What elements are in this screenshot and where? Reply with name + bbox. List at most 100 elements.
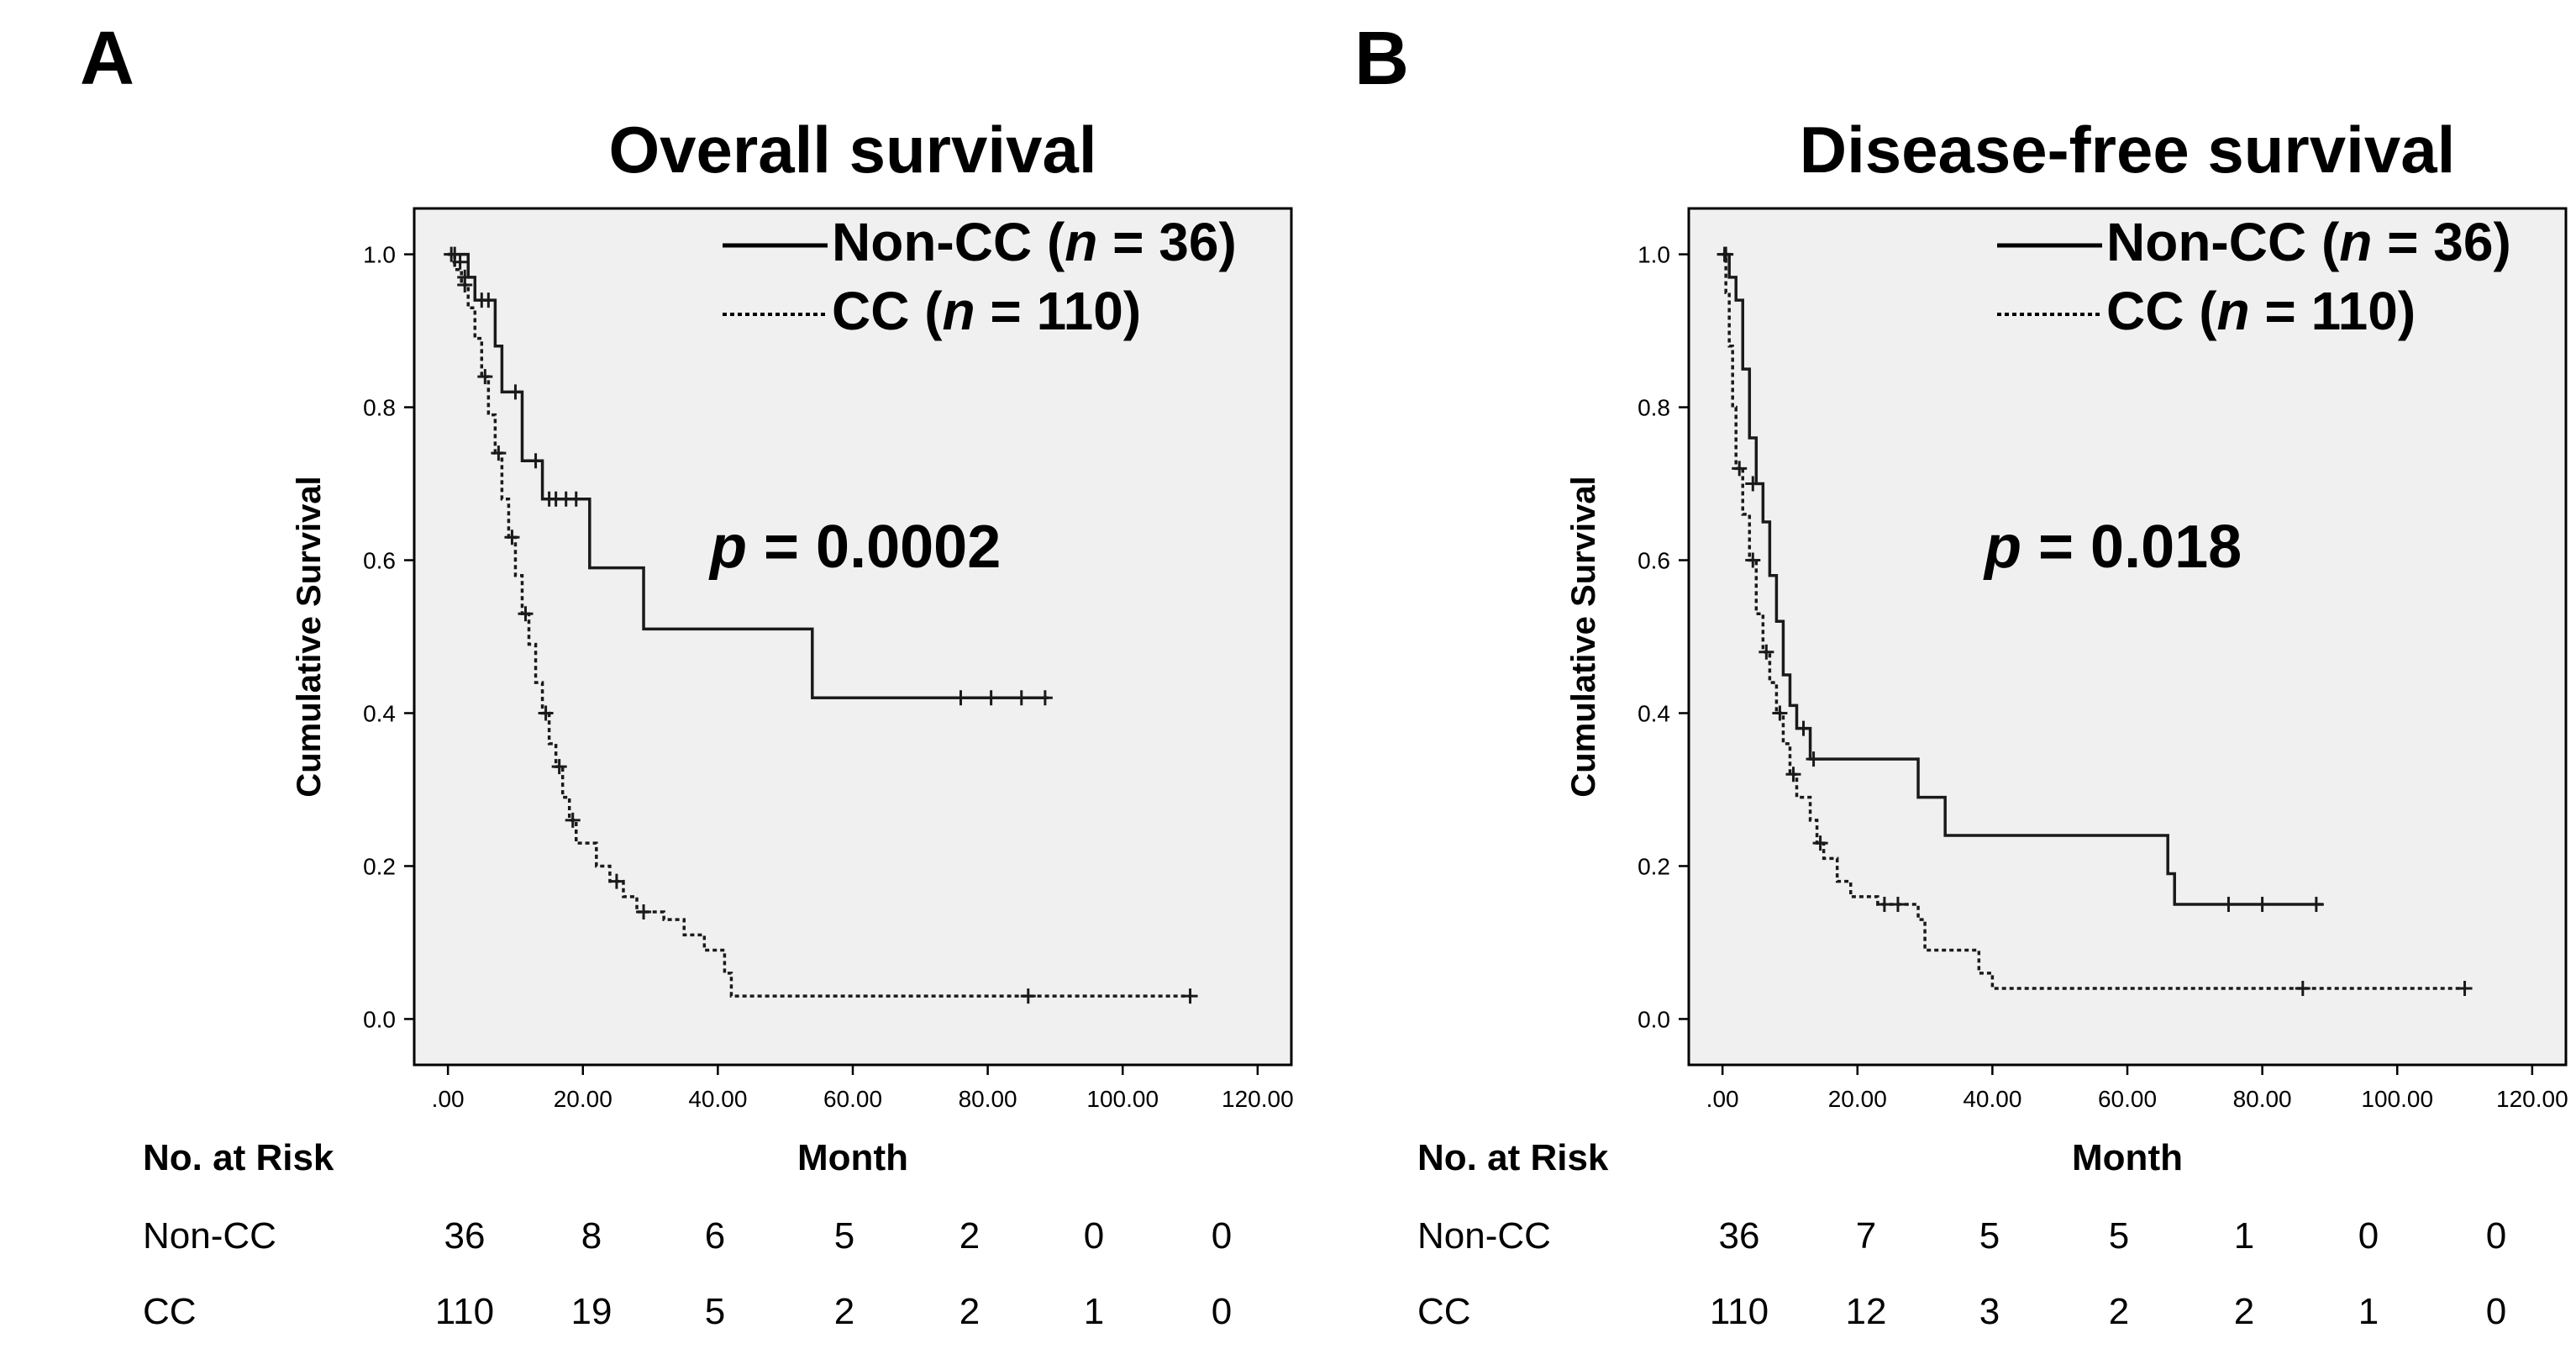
- legend-n-symbol: n: [1065, 212, 1097, 272]
- y-tick-label: 1.0: [1638, 242, 1670, 268]
- censor-mark: [636, 904, 652, 920]
- x-tick-label: 60.00: [823, 1086, 882, 1112]
- censor-mark: [2254, 896, 2270, 912]
- risk-count: 2: [2109, 1291, 2129, 1332]
- censor-mark: [477, 369, 493, 385]
- series-cc: [1716, 246, 2473, 997]
- survival-curve-non-cc: [448, 252, 1049, 700]
- censor-mark: [504, 529, 520, 545]
- p-value: p = 0.018: [1983, 514, 2242, 581]
- censor-mark: [565, 812, 581, 828]
- censor-mark: [452, 254, 468, 270]
- y-tick-label: 0.6: [363, 548, 396, 574]
- x-tick-label: 120.00: [1222, 1086, 1294, 1112]
- censor-mark: [1772, 705, 1788, 721]
- risk-count: 2: [834, 1291, 854, 1332]
- risk-count: 110: [435, 1291, 494, 1332]
- x-tick-label: 60.00: [2098, 1086, 2157, 1112]
- censor-mark: [2221, 896, 2237, 912]
- censor-mark: [1890, 896, 1906, 912]
- y-tick-label: 0.0: [363, 1006, 396, 1032]
- p-symbol: p: [708, 514, 747, 581]
- x-tick-label: 20.00: [1828, 1086, 1887, 1112]
- series-cc: [444, 246, 1198, 1004]
- risk-count: 0: [1212, 1215, 1232, 1257]
- risk-count: 19: [571, 1291, 612, 1332]
- risk-count: 5: [1979, 1215, 2000, 1257]
- risk-count: 0: [2486, 1215, 2506, 1257]
- y-tick-label: 1.0: [363, 242, 396, 268]
- x-tick-label: 20.00: [554, 1086, 612, 1112]
- x-tick-label: 40.00: [1963, 1086, 2021, 1112]
- legend-label-cc: CC (n = 110): [2106, 281, 2416, 341]
- x-tick-label: 80.00: [2233, 1086, 2292, 1112]
- censor-mark: [983, 690, 999, 706]
- survival-curve-non-cc: [1722, 252, 2323, 906]
- censor-mark: [1716, 246, 1732, 262]
- censor-mark: [1812, 835, 1828, 851]
- series-non-cc: [447, 246, 1053, 706]
- legend-label-cc: CC (n = 110): [832, 281, 1141, 341]
- p-text: = 0.0002: [747, 514, 1001, 581]
- y-tick-label: 0.0: [1638, 1006, 1670, 1032]
- risk-count: 5: [834, 1215, 854, 1257]
- chart-title: Disease-free survival: [1800, 113, 2456, 187]
- y-tick-label: 0.4: [1638, 700, 1670, 726]
- censor-mark: [1745, 476, 1761, 492]
- legend-n-text: = 110): [975, 281, 1142, 341]
- y-tick-label: 0.2: [363, 853, 396, 879]
- legend-n-symbol: n: [2339, 212, 2372, 272]
- y-tick-label: 0.8: [1638, 395, 1670, 421]
- risk-count: 1: [2358, 1291, 2379, 1332]
- risk-count: 7: [1856, 1215, 1876, 1257]
- legend-name: CC (: [832, 281, 943, 341]
- x-axis-label: Month: [797, 1137, 908, 1178]
- risk-count: 2: [959, 1215, 980, 1257]
- risk-count: 5: [705, 1291, 725, 1332]
- y-tick-label: 0.6: [1638, 548, 1670, 574]
- survival-curve-cc: [448, 252, 1191, 998]
- legend-n-symbol: n: [943, 281, 975, 341]
- legend-n-symbol: n: [2217, 281, 2250, 341]
- y-axis-label: Cumulative Survival: [1565, 476, 1602, 797]
- panel-label: A: [80, 17, 134, 101]
- legend-label-non-cc: Non-CC (n = 36): [2106, 212, 2511, 272]
- x-tick-label: 80.00: [959, 1086, 1017, 1112]
- risk-count: 0: [1084, 1215, 1104, 1257]
- censor-mark: [1020, 988, 1036, 1004]
- censor-mark: [1759, 644, 1774, 660]
- risk-row-label: Non-CC: [1417, 1215, 1551, 1257]
- risk-count: 3: [1979, 1291, 2000, 1332]
- risk-table-header: No. at Risk: [1417, 1137, 1609, 1178]
- risk-table: No. at Risk Non-CC 36 8 6 5 2 0 0 CC 110 19 5 2 2 1 0: [143, 1137, 1232, 1332]
- legend-name: Non-CC (: [2106, 212, 2340, 272]
- x-tick-label: 120.00: [2496, 1086, 2568, 1112]
- x-tick-label: 100.00: [2361, 1086, 2433, 1112]
- censor-mark: [1013, 690, 1029, 706]
- risk-count: 0: [1212, 1291, 1232, 1332]
- plot-area: [1687, 207, 2568, 1067]
- p-value: p = 0.0002: [708, 514, 1001, 581]
- risk-count: 0: [2486, 1291, 2506, 1332]
- legend-n-text: = 110): [2250, 281, 2416, 341]
- censor-mark: [1876, 896, 1892, 912]
- risk-count: 1: [1084, 1291, 1104, 1332]
- censor-mark: [2308, 896, 2324, 912]
- censor-mark: [457, 277, 473, 292]
- risk-count: 6: [705, 1215, 725, 1257]
- risk-count: 110: [1710, 1291, 1769, 1332]
- censor-mark: [551, 759, 567, 775]
- censor-mark: [2457, 981, 2473, 997]
- y-tick-label: 0.2: [1638, 853, 1670, 879]
- p-text: = 0.018: [2021, 514, 2242, 581]
- risk-row-label: CC: [143, 1291, 197, 1332]
- risk-table-header: No. at Risk: [143, 1137, 334, 1178]
- legend-n-text: = 36): [1097, 212, 1236, 272]
- censor-mark: [1182, 988, 1198, 1004]
- chart-title: Overall survival: [608, 113, 1096, 187]
- legend-n-text: = 36): [2372, 212, 2510, 272]
- censor-mark: [2295, 981, 2311, 997]
